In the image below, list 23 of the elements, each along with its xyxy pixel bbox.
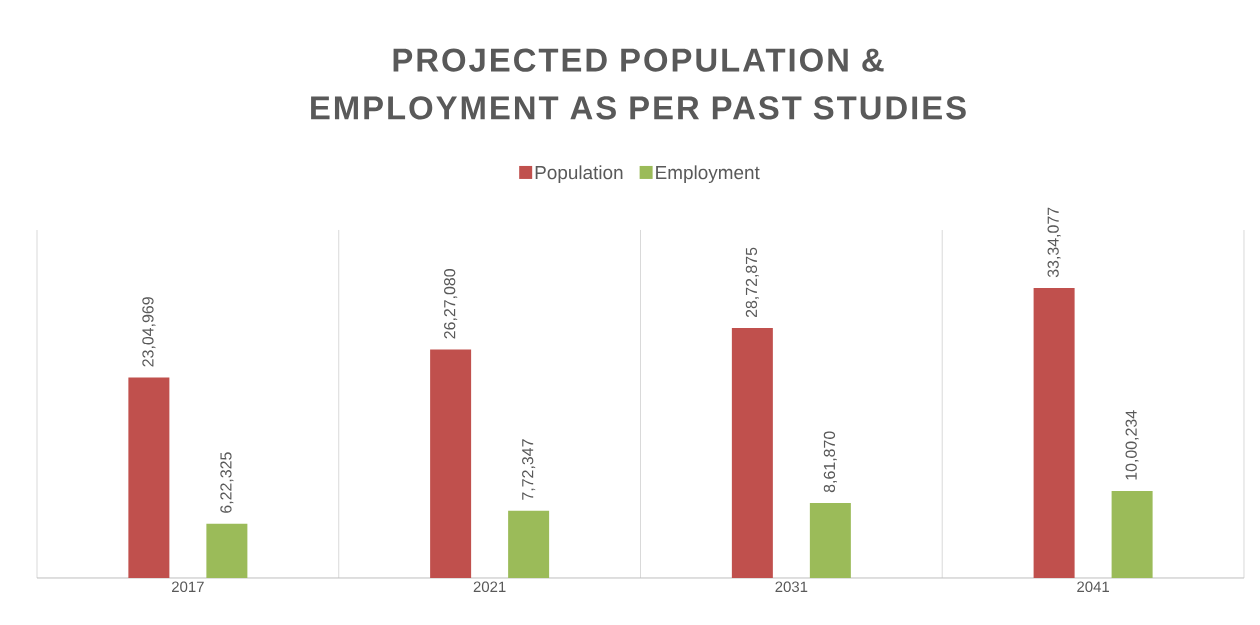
data-label: 10,00,234: [1125, 410, 1139, 480]
data-label: 7,72,347: [522, 439, 536, 500]
bar: [128, 377, 170, 578]
chart-title: PROJECTED POPULATION & EMPLOYMENT AS PER PAST STUDIES: [311, 48, 966, 120]
bar: [430, 349, 472, 578]
x-tick-label: 2021: [473, 581, 506, 593]
data-label: 26,27,080: [444, 269, 458, 339]
data-label: 8,61,870: [823, 431, 837, 493]
data-label: 23,04,969: [142, 297, 156, 367]
data-label: 33,34,077: [1047, 207, 1061, 278]
x-tick-label: 2017: [172, 581, 204, 593]
x-tick-label: 2041: [1077, 581, 1109, 593]
bar: [206, 523, 248, 578]
legend-label: Population: [535, 165, 623, 183]
bar: [1111, 490, 1153, 578]
bar: [1033, 287, 1075, 578]
legend-label: Employment: [656, 165, 760, 183]
bar: [809, 503, 851, 578]
data-label: 28,72,875: [745, 247, 759, 318]
data-label: 6,22,325: [220, 452, 234, 513]
bar: [508, 510, 550, 578]
bar: [731, 328, 773, 578]
x-tick-label: 2031: [775, 581, 808, 593]
